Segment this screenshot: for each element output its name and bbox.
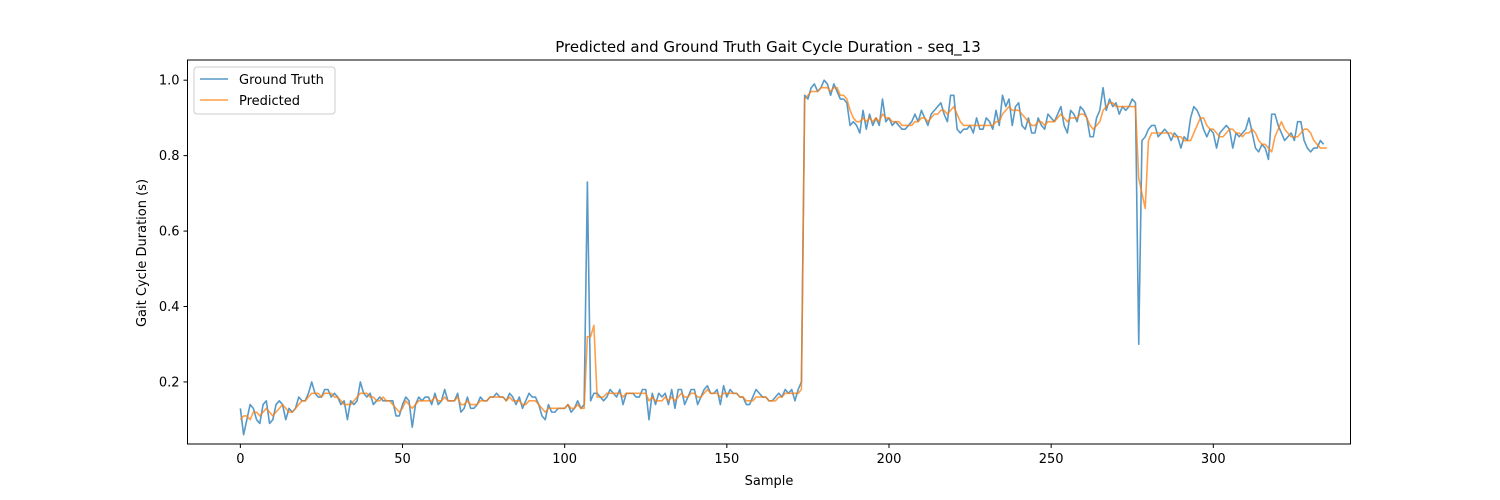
x-tick-label: 0 (236, 452, 244, 467)
legend-box (193, 66, 336, 115)
plot-frame (187, 59, 1351, 445)
y-tick-label: 0.2 (159, 375, 180, 390)
x-tick-label: 300 (1201, 452, 1226, 467)
series-layer (239, 79, 1327, 436)
y-axis-label: Gait Cycle Duration (s) (135, 179, 150, 327)
x-tick-label: 200 (877, 452, 902, 467)
y-tick-label: 0.8 (159, 149, 180, 164)
x-axis: 0 50 100 150 200 250 300 (236, 444, 1226, 467)
series-line-predicted (239, 86, 1327, 421)
legend-label-ground-truth: Ground Truth (239, 73, 324, 88)
y-axis: 0.2 0.4 0.6 0.8 1.0 (159, 74, 188, 390)
y-tick-label: 0.4 (159, 300, 180, 315)
legend-label-predicted: Predicted (239, 94, 300, 109)
x-axis-label: Sample (745, 474, 794, 489)
legend: Ground Truth Predicted (193, 66, 336, 115)
y-tick-label: 0.6 (159, 225, 180, 240)
x-tick-label: 250 (1039, 452, 1064, 467)
x-tick-label: 50 (394, 452, 411, 467)
x-tick-label: 150 (714, 452, 739, 467)
x-tick-label: 100 (552, 452, 577, 467)
y-tick-label: 1.0 (159, 74, 180, 89)
chart-title: Predicted and Ground Truth Gait Cycle Du… (555, 38, 981, 57)
